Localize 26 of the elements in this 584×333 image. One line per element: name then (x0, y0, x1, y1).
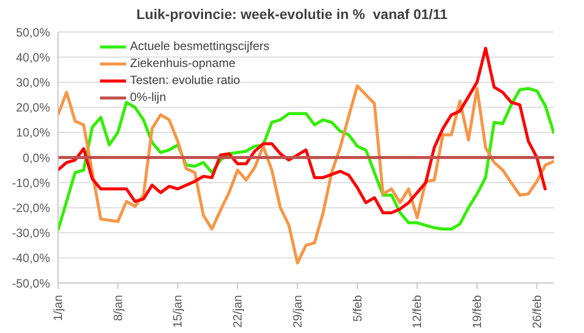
x-tick-label: 5/feb (350, 294, 364, 322)
y-tick-label: 20,0% (16, 100, 50, 115)
x-tick-label: 29/jan (290, 295, 304, 328)
legend-label: Actuele besmettingscijfers (130, 38, 270, 55)
legend-label: Ziekenhuis-opname (130, 55, 236, 72)
y-tick-label: 0,0% (22, 150, 50, 165)
x-tick-label: 19/feb (470, 294, 484, 328)
x-tick-label: 22/jan (230, 295, 245, 328)
y-tick-label: 10,0% (16, 126, 50, 140)
chart-title: Luik-provincie: week-evolutie in % vanaf 01/11 (135, 6, 449, 22)
x-tick-label: 15/jan (170, 295, 185, 328)
y-tick-label: 50,0% (16, 25, 50, 40)
x-tick-label: 1/jan (51, 295, 65, 322)
x-tick-label: 8/jan (110, 295, 125, 322)
y-tick-label: -20,0% (12, 200, 50, 215)
y-tick-label: -10,0% (12, 176, 50, 190)
line-series (58, 84, 554, 264)
x-tick-label: 12/feb (410, 294, 424, 328)
legend-label: 0%-lijn (130, 89, 166, 106)
y-tick-label: -30,0% (12, 226, 50, 240)
y-tick-label: 40,0% (16, 50, 50, 64)
legend-label: Testen: evolutie ratio (130, 72, 240, 89)
x-tick-label: 26/feb (530, 294, 544, 328)
y-tick-label: -50,0% (12, 276, 50, 290)
y-tick-label: 30,0% (16, 75, 50, 90)
y-tick-label: -40,0% (12, 251, 50, 266)
